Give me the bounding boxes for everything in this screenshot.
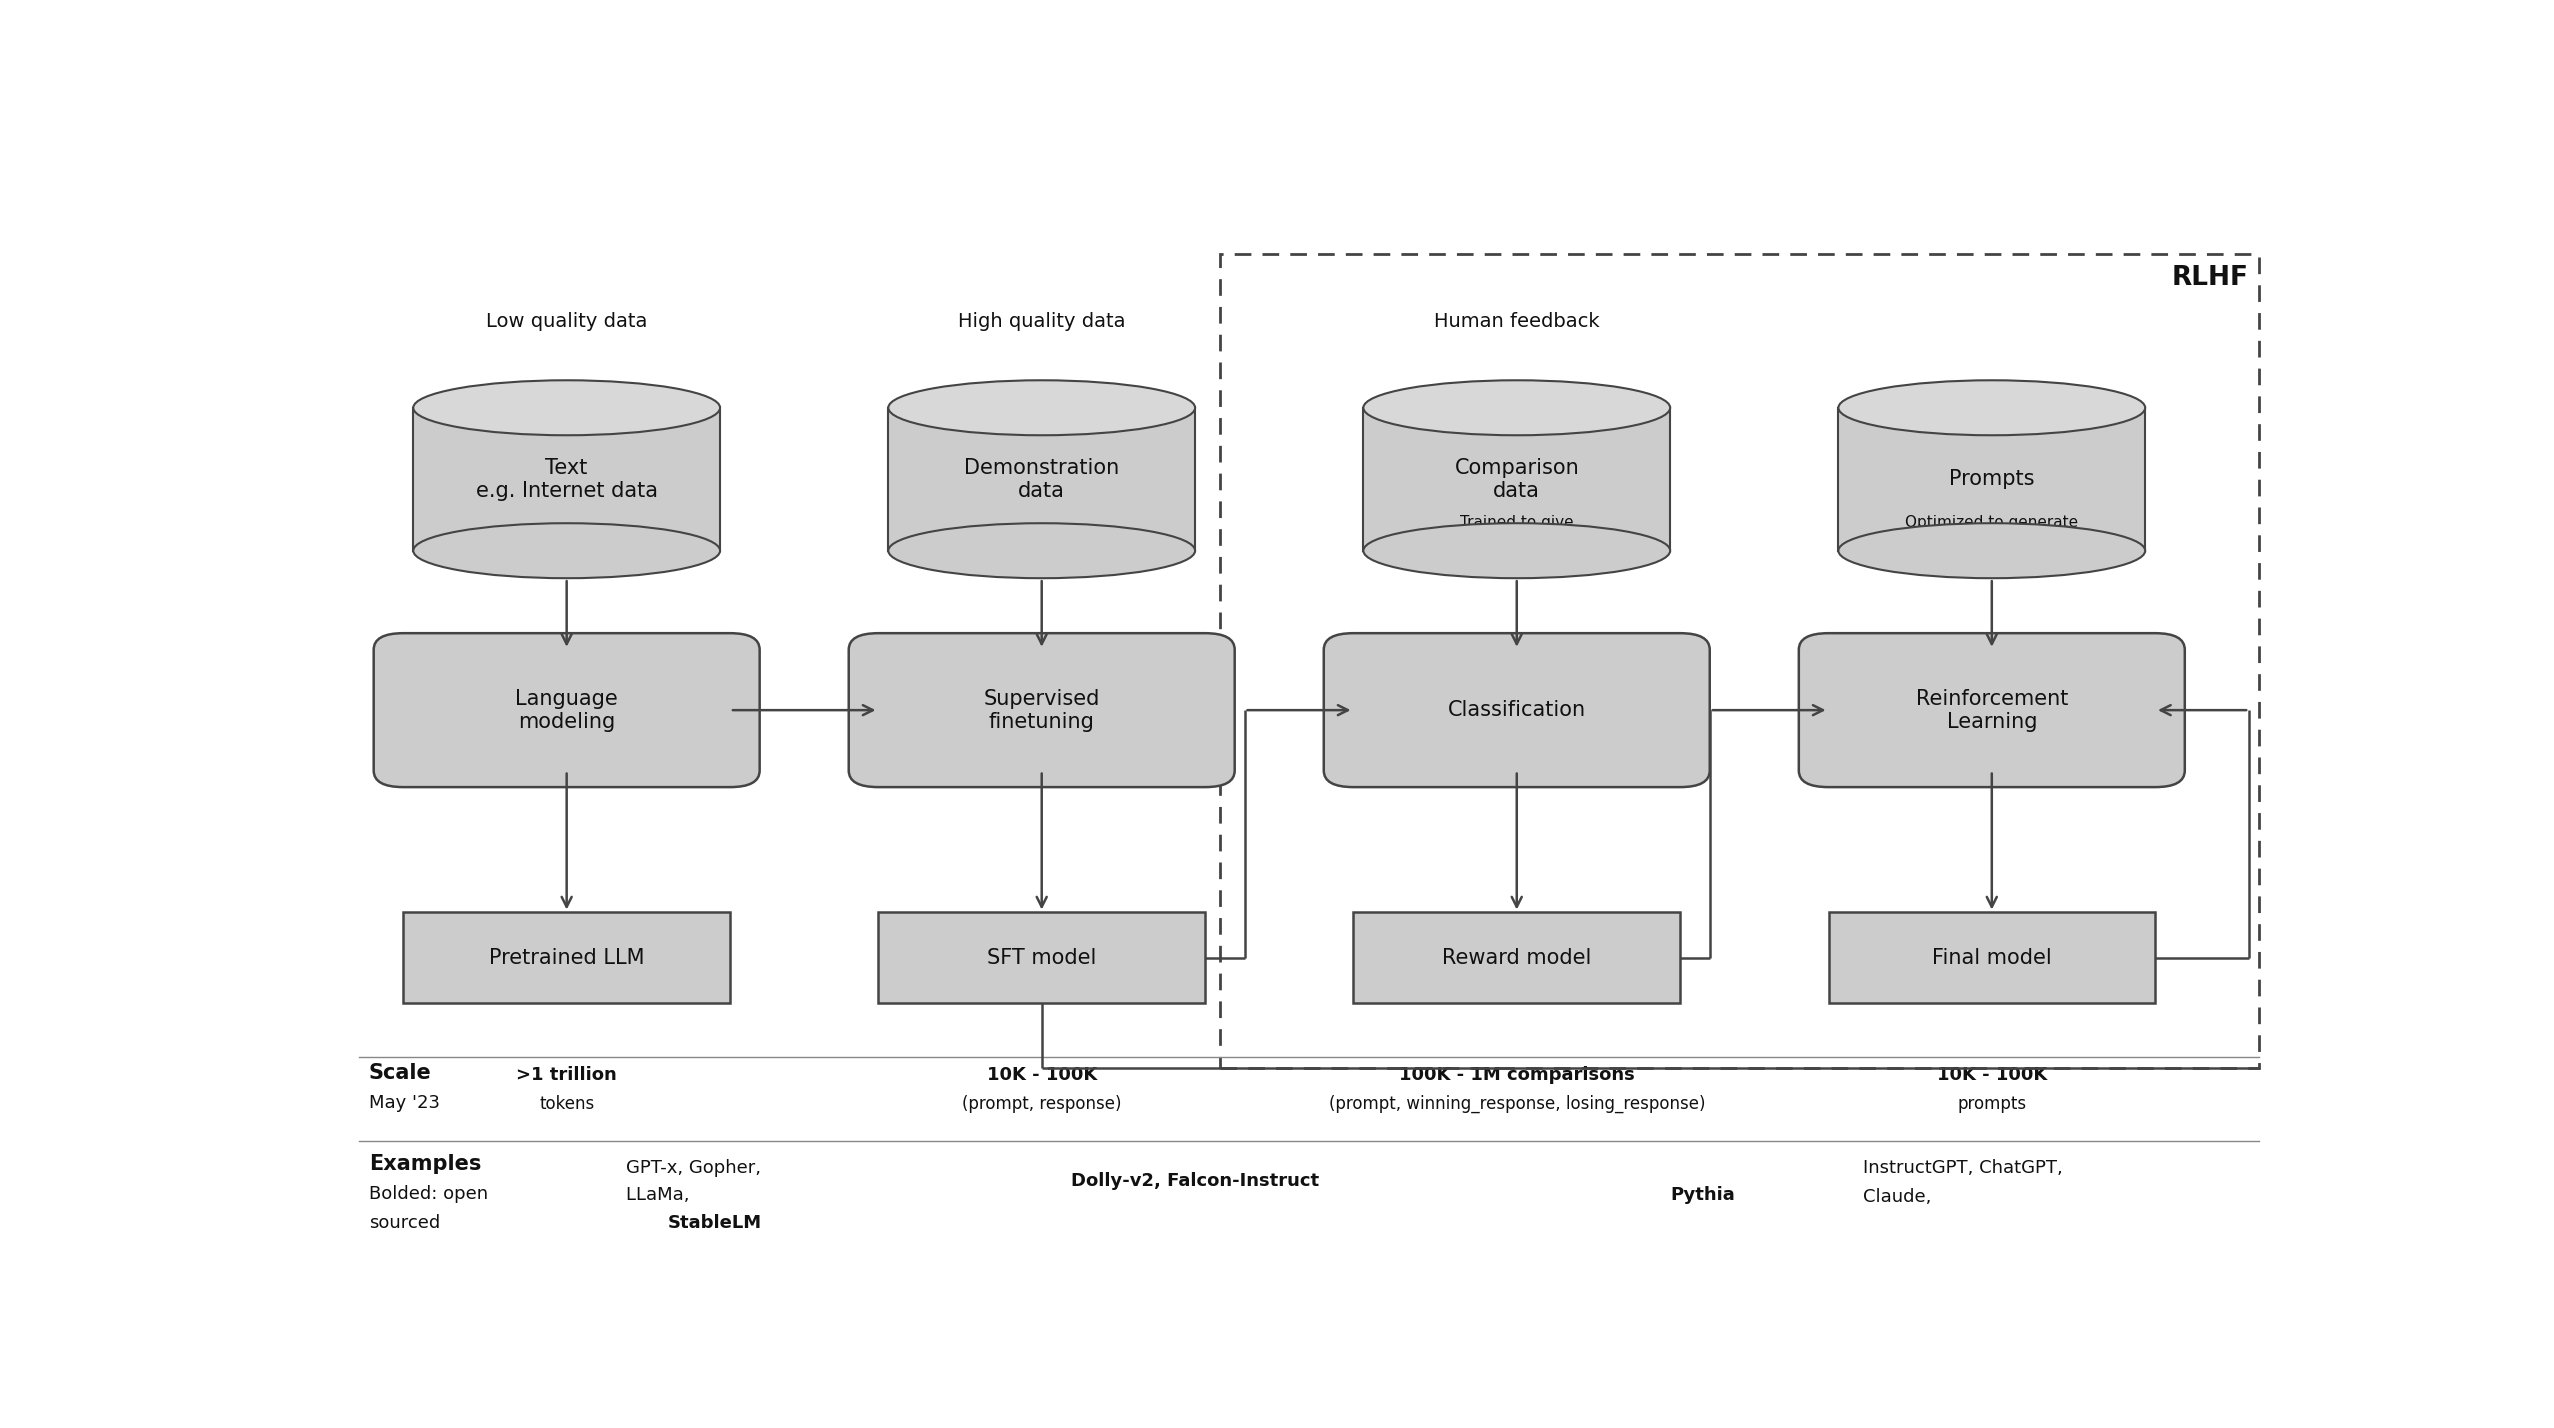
Ellipse shape xyxy=(889,523,1195,578)
FancyBboxPatch shape xyxy=(848,633,1234,787)
Text: Supervised
finetuning: Supervised finetuning xyxy=(983,688,1101,731)
Polygon shape xyxy=(1364,408,1670,551)
Text: Bolded: open: Bolded: open xyxy=(368,1185,488,1202)
FancyBboxPatch shape xyxy=(373,633,759,787)
FancyBboxPatch shape xyxy=(879,912,1205,1002)
Text: RLHF: RLHF xyxy=(2171,264,2250,291)
Text: 10K - 100K: 10K - 100K xyxy=(1936,1067,2046,1084)
Text: GPT-x, Gopher,: GPT-x, Gopher, xyxy=(626,1158,766,1177)
Ellipse shape xyxy=(414,380,720,436)
Text: Optimized to generate
responses that maximize
scores by reward model: Optimized to generate responses that max… xyxy=(1895,516,2089,564)
Text: Demonstration
data: Demonstration data xyxy=(963,457,1119,501)
Text: (prompt, response): (prompt, response) xyxy=(963,1095,1121,1112)
Text: sourced: sourced xyxy=(368,1214,439,1231)
Text: LLaMa,: LLaMa, xyxy=(626,1187,695,1204)
Polygon shape xyxy=(1839,408,2145,551)
Text: Language
modeling: Language modeling xyxy=(516,688,618,731)
Text: Claude,: Claude, xyxy=(1864,1188,1938,1207)
FancyBboxPatch shape xyxy=(1354,912,1681,1002)
Text: Finetuned for
dialogue: Finetuned for dialogue xyxy=(991,524,1093,555)
Text: prompts: prompts xyxy=(1956,1095,2025,1112)
Text: StableLM: StableLM xyxy=(669,1214,761,1231)
Text: Human feedback: Human feedback xyxy=(1433,311,1599,331)
Text: tokens: tokens xyxy=(539,1095,595,1112)
Text: 10K - 100K: 10K - 100K xyxy=(986,1067,1096,1084)
FancyBboxPatch shape xyxy=(1798,633,2184,787)
Ellipse shape xyxy=(1364,380,1670,436)
Text: InstructGPT, ChatGPT,: InstructGPT, ChatGPT, xyxy=(1864,1158,2064,1177)
Text: 100K - 1M comparisons: 100K - 1M comparisons xyxy=(1400,1067,1635,1084)
FancyBboxPatch shape xyxy=(1829,912,2156,1002)
Bar xyxy=(1221,254,2258,1068)
Text: Pretrained LLM: Pretrained LLM xyxy=(488,948,644,968)
Text: Low quality data: Low quality data xyxy=(485,311,646,331)
Text: SFT model: SFT model xyxy=(986,948,1096,968)
Text: (prompt, winning_response, losing_response): (prompt, winning_response, losing_respon… xyxy=(1328,1095,1706,1112)
Text: Classification: Classification xyxy=(1448,700,1586,720)
Text: Text
e.g. Internet data: Text e.g. Internet data xyxy=(475,457,659,501)
Text: Trained to give
a scalar score for
(prompt, response): Trained to give a scalar score for (prom… xyxy=(1443,516,1591,564)
FancyBboxPatch shape xyxy=(1323,633,1709,787)
Polygon shape xyxy=(889,408,1195,551)
Text: Dolly-v2, Falcon-Instruct: Dolly-v2, Falcon-Instruct xyxy=(1073,1172,1320,1190)
Text: Examples: Examples xyxy=(368,1154,480,1174)
Ellipse shape xyxy=(1364,523,1670,578)
Text: Reward model: Reward model xyxy=(1443,948,1591,968)
Text: Scale: Scale xyxy=(368,1062,432,1082)
Text: Reinforcement
Learning: Reinforcement Learning xyxy=(1916,688,2069,731)
Text: High quality data: High quality data xyxy=(958,311,1126,331)
Text: >1 trillion: >1 trillion xyxy=(516,1067,618,1084)
Ellipse shape xyxy=(414,523,720,578)
Text: Final model: Final model xyxy=(1931,948,2051,968)
Ellipse shape xyxy=(889,380,1195,436)
Polygon shape xyxy=(414,408,720,551)
Text: Comparison
data: Comparison data xyxy=(1453,457,1578,501)
Text: Prompts: Prompts xyxy=(1949,470,2036,490)
Text: Pythia: Pythia xyxy=(1670,1187,1737,1204)
Ellipse shape xyxy=(1839,523,2145,578)
Text: Optimized for
text completion: Optimized for text completion xyxy=(506,524,626,555)
FancyBboxPatch shape xyxy=(404,912,730,1002)
Ellipse shape xyxy=(1839,380,2145,436)
Text: May '23: May '23 xyxy=(368,1094,439,1111)
